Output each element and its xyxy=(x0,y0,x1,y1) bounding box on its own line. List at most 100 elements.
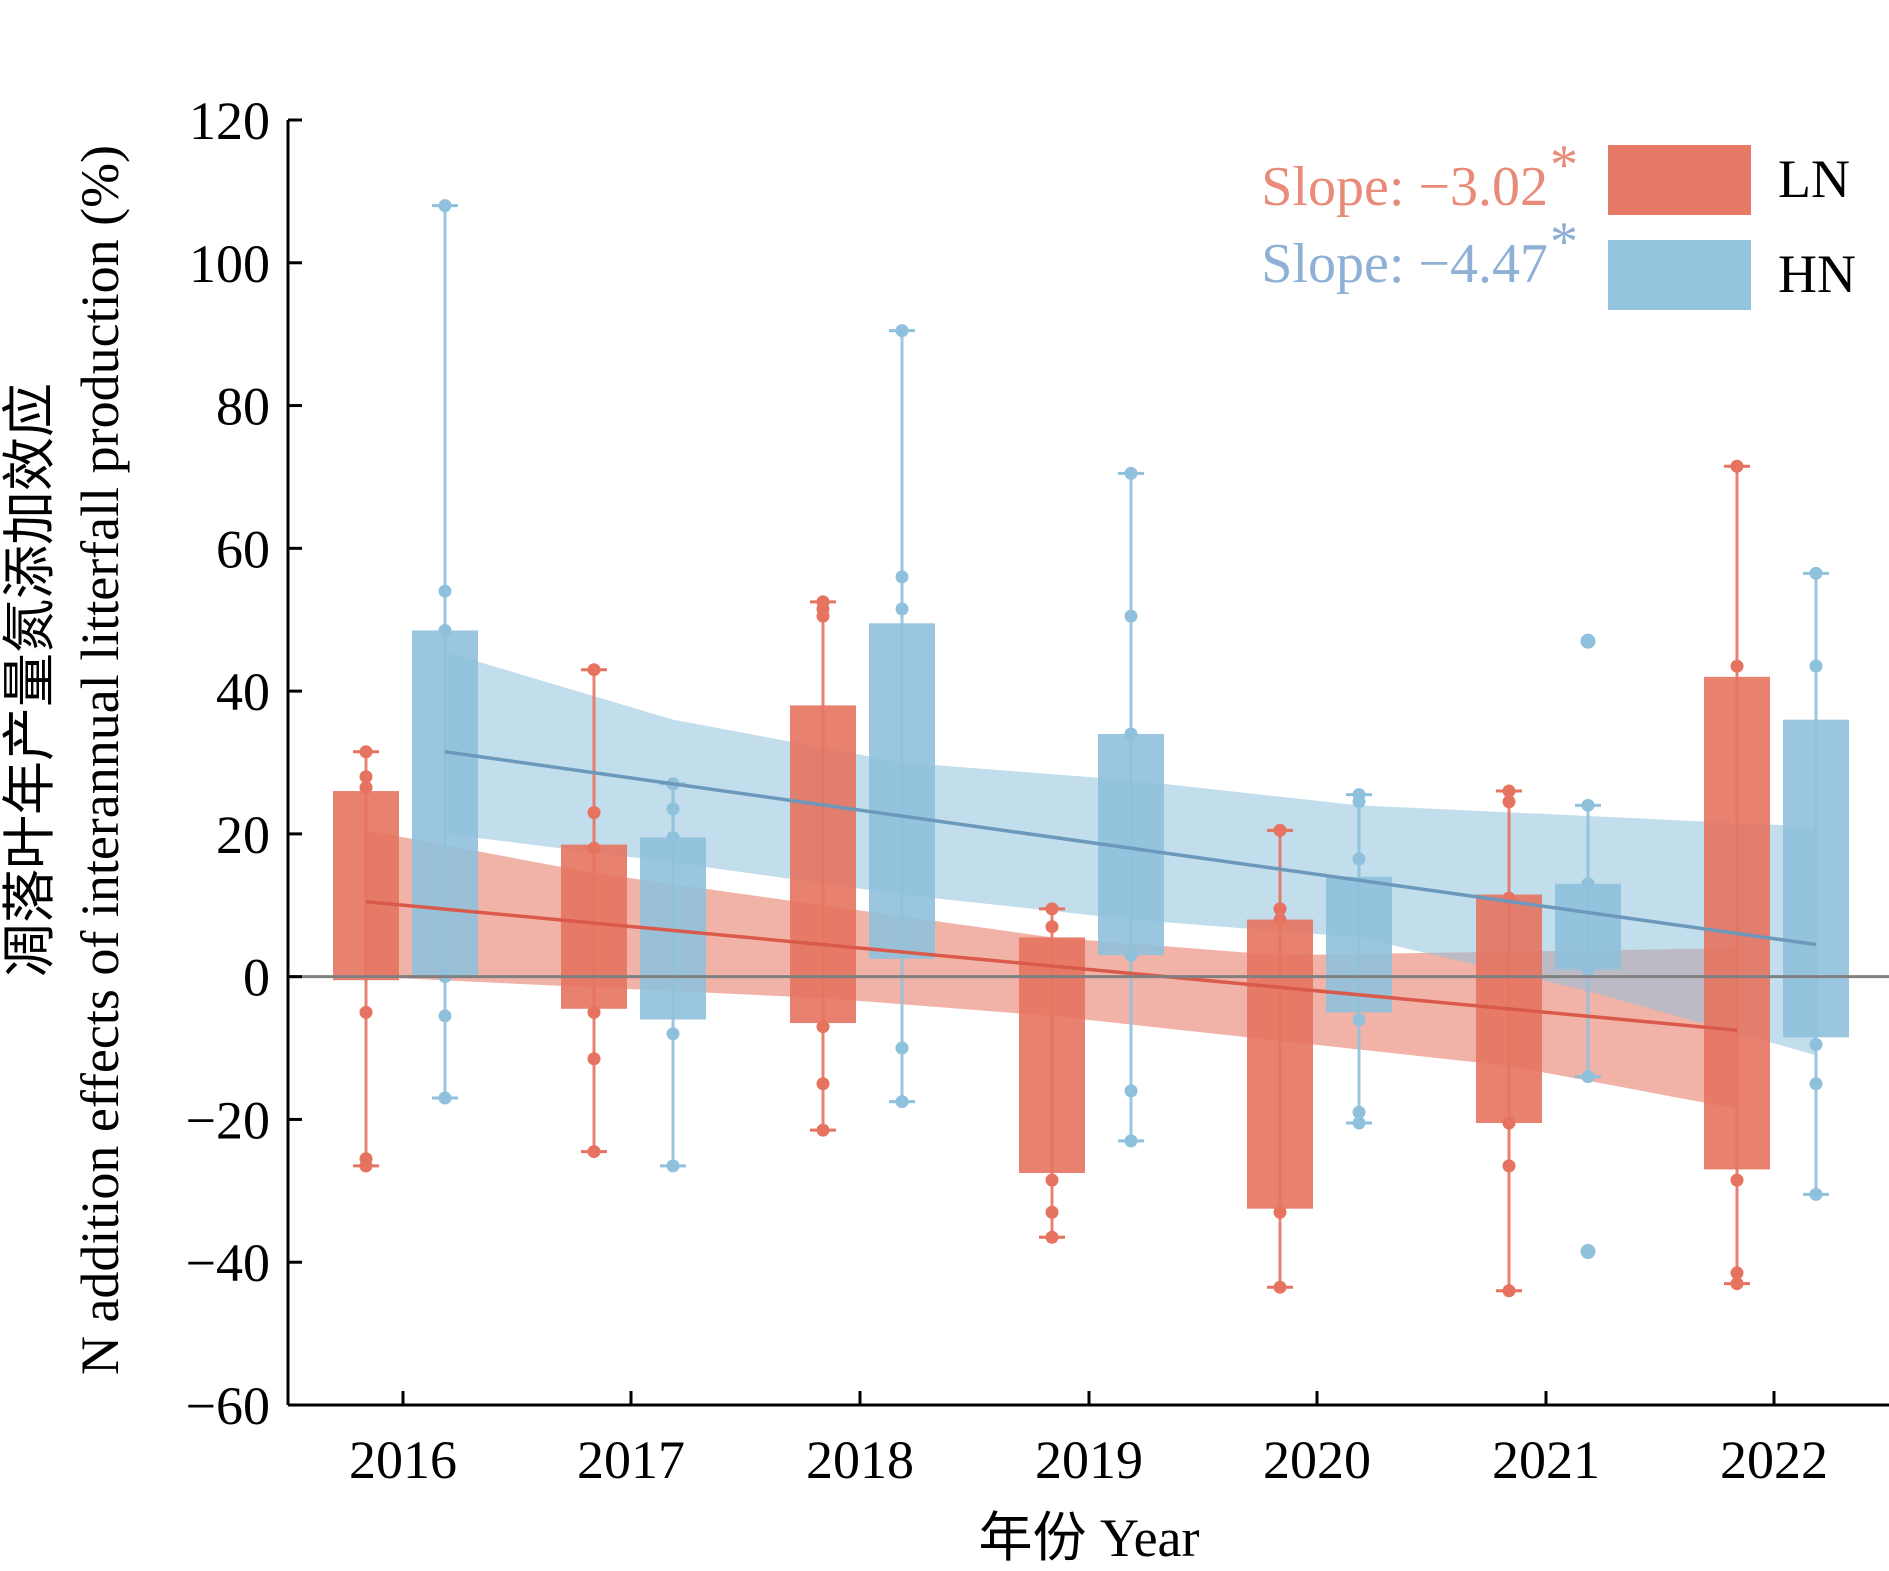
legend-swatch-LN xyxy=(1608,145,1751,215)
data-point xyxy=(895,602,909,616)
data-point xyxy=(587,1052,601,1066)
box-LN-2022 xyxy=(1704,459,1770,1291)
y-tick-label: 80 xyxy=(216,377,270,437)
data-point xyxy=(1124,609,1138,623)
data-point xyxy=(1730,1173,1744,1187)
data-point xyxy=(1809,1187,1823,1201)
data-point xyxy=(587,805,601,819)
box-HN-2018 xyxy=(869,324,935,1109)
box-body xyxy=(412,630,478,977)
trend-line-HN xyxy=(444,750,1817,947)
box-body xyxy=(333,791,399,981)
data-point xyxy=(1809,566,1823,580)
x-axis-ticks: 2016 2017 2018 2019 2020 2021 2022 xyxy=(349,1391,1828,1490)
y-axis-title: 凋落叶年产量氮添加效应 N addition effects of intera… xyxy=(0,145,130,1375)
data-point xyxy=(1352,788,1366,802)
data-point xyxy=(359,745,373,759)
slope-annotation-LN: Slope: −3.02 xyxy=(1261,156,1548,218)
box-body xyxy=(1555,883,1621,970)
data-point xyxy=(587,1145,601,1159)
box-LN-2019 xyxy=(1019,902,1085,1244)
slope-significance-mark: * xyxy=(1550,134,1578,196)
x-tick-label: 2021 xyxy=(1492,1430,1600,1490)
data-point xyxy=(816,595,830,609)
box-body xyxy=(869,623,935,959)
data-point xyxy=(1045,902,1059,916)
y-tick-label: 0 xyxy=(243,948,270,1008)
data-point xyxy=(666,1027,680,1041)
x-tick-label: 2018 xyxy=(806,1430,914,1490)
data-point xyxy=(359,780,373,794)
data-point xyxy=(1581,798,1595,812)
data-point xyxy=(1124,466,1138,480)
x-tick-label: 2020 xyxy=(1263,1430,1371,1490)
data-point xyxy=(1273,902,1287,916)
data-point xyxy=(438,584,452,598)
slope-significance-mark: * xyxy=(1550,211,1578,273)
data-point xyxy=(1502,1159,1516,1173)
box-HN-2020 xyxy=(1326,788,1392,1130)
box-HN-2019 xyxy=(1098,466,1164,1148)
data-point xyxy=(438,199,452,213)
data-point xyxy=(1124,1134,1138,1148)
data-point xyxy=(1045,1205,1059,1219)
x-axis-title: 年份 Year xyxy=(978,1508,1199,1568)
data-point xyxy=(1730,1266,1744,1280)
box-HN-2022 xyxy=(1783,566,1849,1201)
data-point xyxy=(1352,1105,1366,1119)
data-point xyxy=(587,841,601,855)
box-body xyxy=(1783,719,1849,1038)
legend: LN HN xyxy=(1608,145,1856,310)
outlier-point xyxy=(1580,633,1596,649)
data-point xyxy=(1352,1116,1366,1130)
legend-swatch-HN xyxy=(1608,240,1751,310)
data-point xyxy=(895,324,909,338)
y-tick-label: 100 xyxy=(189,234,270,294)
box-LN-2016 xyxy=(333,745,399,1173)
data-point xyxy=(1809,659,1823,673)
x-tick-label: 2017 xyxy=(577,1430,685,1490)
y-tick-label: −20 xyxy=(186,1090,270,1150)
legend-label-LN: LN xyxy=(1778,149,1850,209)
box-HN-2016 xyxy=(412,199,478,1105)
y-tick-label: 20 xyxy=(216,805,270,865)
y-tick-label: 120 xyxy=(189,91,270,151)
y-tick-label: 40 xyxy=(216,662,270,722)
data-point xyxy=(816,1123,830,1137)
slope-annotations: Slope: −3.02 *Slope: −4.47 * xyxy=(1261,134,1578,295)
data-point xyxy=(1352,852,1366,866)
box-body xyxy=(790,705,856,1024)
box-body xyxy=(1019,937,1085,1173)
data-point xyxy=(1124,727,1138,741)
x-tick-label: 2019 xyxy=(1035,1430,1143,1490)
box-body xyxy=(1326,876,1392,1013)
y-axis-title-cn: 凋落叶年产量氮添加效应 xyxy=(0,383,60,977)
trend-line-LN xyxy=(365,899,1738,1032)
data-point xyxy=(666,802,680,816)
data-point xyxy=(895,1041,909,1055)
box-HN-2021 xyxy=(1555,633,1621,1260)
slope-annotation-HN: Slope: −4.47 xyxy=(1261,233,1548,295)
data-point xyxy=(895,570,909,584)
y-tick-label: −60 xyxy=(186,1376,270,1436)
data-point xyxy=(587,1005,601,1019)
legend-label-HN: HN xyxy=(1778,244,1856,304)
outlier-point xyxy=(1580,1244,1596,1260)
data-point xyxy=(1809,1037,1823,1051)
data-point xyxy=(1502,784,1516,798)
data-point xyxy=(587,663,601,677)
data-point xyxy=(666,830,680,844)
data-point xyxy=(1352,1013,1366,1026)
data-point xyxy=(1502,1284,1516,1298)
box-body xyxy=(1247,919,1313,1209)
data-point xyxy=(1273,1205,1287,1219)
data-point xyxy=(1581,877,1595,891)
data-point xyxy=(359,1005,373,1019)
trend-lines xyxy=(365,750,1817,1032)
data-point xyxy=(1730,1277,1744,1291)
data-point xyxy=(816,1020,830,1034)
data-point xyxy=(1502,1116,1516,1130)
y-axis-title-en: N addition effects of interannual litter… xyxy=(70,145,130,1375)
box-body xyxy=(1704,676,1770,1170)
